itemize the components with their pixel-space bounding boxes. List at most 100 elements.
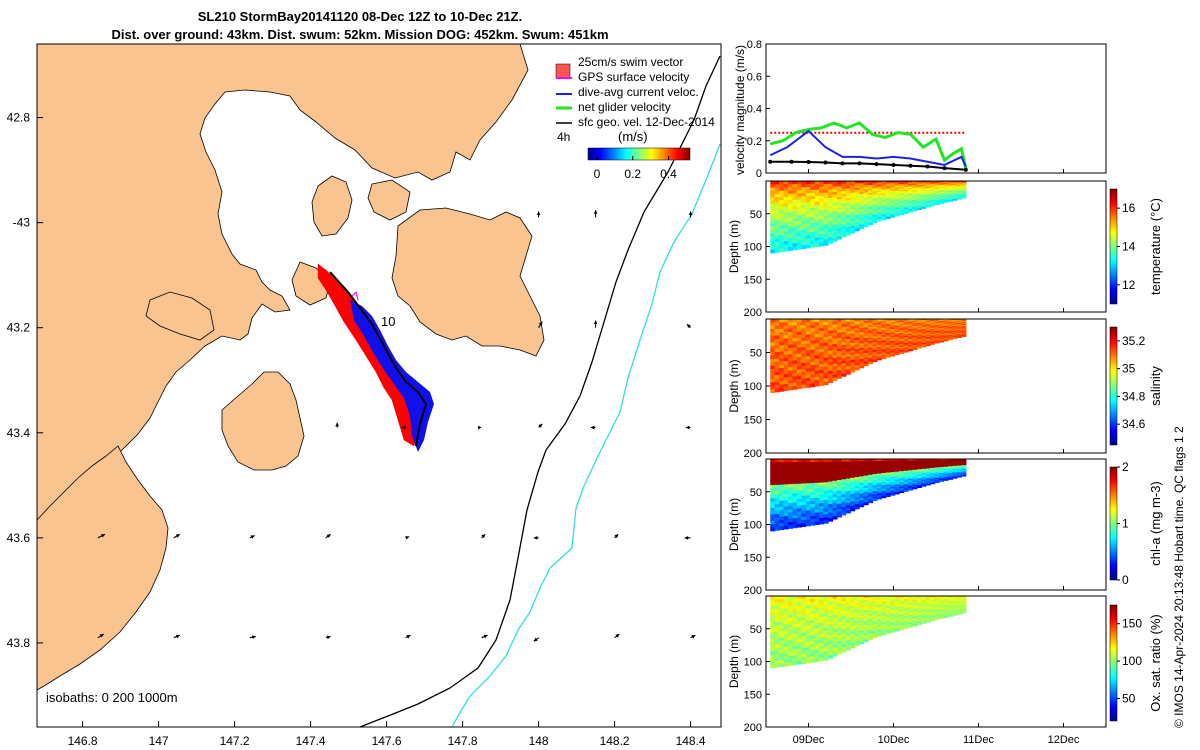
section-cell xyxy=(939,613,945,615)
section-cell xyxy=(868,611,874,615)
section-cell xyxy=(770,631,776,636)
section-cell xyxy=(845,630,851,634)
section-cell xyxy=(792,620,798,625)
section-cell xyxy=(823,482,829,486)
section-cell xyxy=(783,608,789,613)
section-cell xyxy=(796,319,802,323)
section-cell xyxy=(876,328,882,331)
section-cell xyxy=(881,345,887,349)
section-cell xyxy=(779,216,785,221)
section-cell xyxy=(912,191,918,194)
section-cell xyxy=(925,326,931,329)
section-cell xyxy=(836,196,842,201)
section-cell xyxy=(792,230,798,235)
section-cell xyxy=(836,337,842,342)
section-cell xyxy=(925,463,931,466)
section-cell xyxy=(921,334,927,337)
section-cell xyxy=(903,348,909,352)
section-cell xyxy=(939,330,945,333)
section-cell xyxy=(828,333,834,337)
section-cell xyxy=(859,474,865,477)
section-cell xyxy=(947,611,954,614)
section-cell xyxy=(899,196,905,199)
section-cell xyxy=(899,614,905,617)
section-cell xyxy=(774,210,780,214)
section-cell xyxy=(899,211,905,214)
section-cell xyxy=(934,186,940,188)
section-cell xyxy=(939,606,945,608)
section-cell xyxy=(947,459,954,461)
section-cell xyxy=(885,482,891,486)
section-cell xyxy=(934,336,940,339)
section-cell xyxy=(921,326,927,329)
section-cell xyxy=(770,615,776,620)
section-cell xyxy=(792,471,798,476)
section-cell xyxy=(774,484,780,489)
section-cell xyxy=(845,507,851,511)
section-cell xyxy=(939,182,945,184)
section-cell xyxy=(810,217,816,221)
section-cell xyxy=(774,657,780,662)
section-cell xyxy=(828,618,834,622)
section-cell xyxy=(823,645,829,650)
section-cell xyxy=(810,223,816,227)
section-cell xyxy=(850,633,856,637)
section-cell xyxy=(956,190,962,193)
section-cell xyxy=(961,466,967,469)
section-ytick-label: 150 xyxy=(744,552,762,564)
section-cell xyxy=(836,204,842,208)
section-cell xyxy=(885,619,891,623)
section-cell xyxy=(814,631,820,636)
section-cell xyxy=(868,476,874,480)
section-cell xyxy=(819,216,825,220)
section-cell xyxy=(885,624,891,628)
section-cell xyxy=(868,327,874,330)
section-cell xyxy=(859,213,865,217)
section-cell xyxy=(814,364,820,369)
section-cell xyxy=(872,477,878,481)
section-cell xyxy=(801,608,807,612)
section-cell xyxy=(868,192,874,196)
section-cell xyxy=(939,320,945,322)
section-cell xyxy=(956,187,962,189)
section-cell xyxy=(774,644,780,649)
section-cell xyxy=(876,195,882,198)
section-cell xyxy=(947,476,954,478)
section-cell xyxy=(943,331,949,334)
section-cell xyxy=(805,605,811,609)
section-cell xyxy=(788,203,794,207)
section-cell xyxy=(925,186,931,189)
section-cell xyxy=(779,634,785,639)
section-cell xyxy=(925,460,931,462)
section-cell xyxy=(788,515,794,520)
section-cell xyxy=(796,181,802,185)
section-cell xyxy=(881,324,887,327)
section-cell xyxy=(859,217,865,221)
section-cell xyxy=(845,185,851,189)
section-cell xyxy=(930,599,936,602)
section-cell xyxy=(899,322,905,325)
section-cell xyxy=(947,323,954,326)
section-cell xyxy=(916,615,922,618)
section-cell xyxy=(814,204,820,209)
section-cell xyxy=(823,369,829,374)
gps-surface-velocity-marks xyxy=(351,291,359,301)
section-cell xyxy=(925,461,931,464)
section-cell xyxy=(930,191,936,193)
section-cell xyxy=(952,462,958,464)
section-ylabel: Depth (m) xyxy=(727,635,741,688)
section-cell xyxy=(899,199,905,202)
section-cell xyxy=(819,613,825,618)
section-cell xyxy=(907,327,914,330)
section-cell xyxy=(823,218,829,223)
section-cell xyxy=(925,613,931,616)
section-cell xyxy=(947,599,954,602)
section-cell xyxy=(934,470,940,473)
section-cell xyxy=(788,621,794,625)
section-cell xyxy=(947,600,954,603)
section-cell xyxy=(943,459,949,461)
section-cell xyxy=(885,204,891,208)
section-cell xyxy=(783,200,789,204)
section-cell xyxy=(952,608,958,610)
section-cell xyxy=(814,467,820,472)
